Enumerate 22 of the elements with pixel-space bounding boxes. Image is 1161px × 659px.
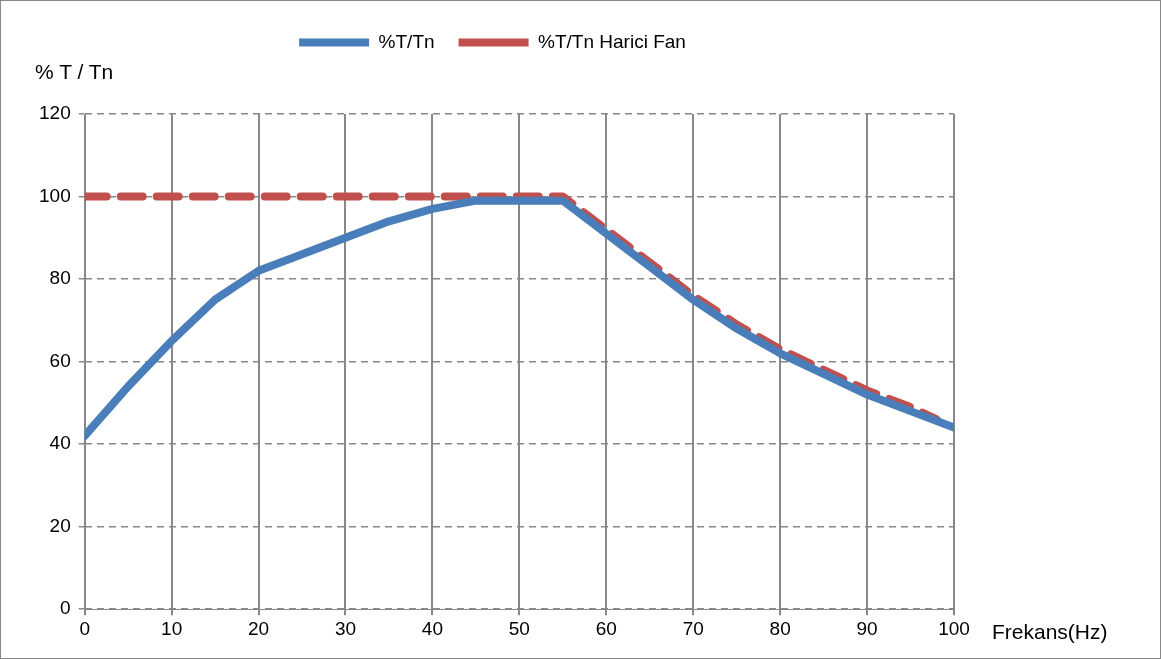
y-tick-label: 100	[39, 184, 71, 206]
x-tick-label: 20	[247, 617, 270, 639]
x-tick-label: 80	[769, 617, 791, 639]
y-tick-label: 60	[49, 349, 71, 371]
x-tick-label: 10	[161, 617, 183, 639]
y-tick-label: 80	[49, 267, 71, 289]
x-tick-label: 60	[595, 617, 617, 639]
y-tick-label: 0	[60, 597, 71, 619]
y-axis-title: % T / Tn	[35, 59, 114, 83]
y-tick-label: 40	[49, 432, 71, 454]
x-tick-label: 50	[508, 617, 530, 639]
y-tick-label: 120	[39, 102, 71, 124]
x-tick-label: 30	[334, 617, 357, 639]
legend-label: %T/Tn	[378, 30, 435, 52]
x-tick-label: 0	[79, 617, 90, 639]
x-tick-label: 100	[938, 617, 970, 639]
x-tick-label: 40	[421, 617, 443, 639]
x-tick-label: 70	[682, 617, 704, 639]
legend-label: %T/Tn Harici Fan	[538, 30, 686, 52]
x-axis-title: Frekans(Hz)	[992, 619, 1108, 643]
y-tick-label: 20	[49, 514, 71, 536]
x-tick-label: 90	[856, 617, 878, 639]
